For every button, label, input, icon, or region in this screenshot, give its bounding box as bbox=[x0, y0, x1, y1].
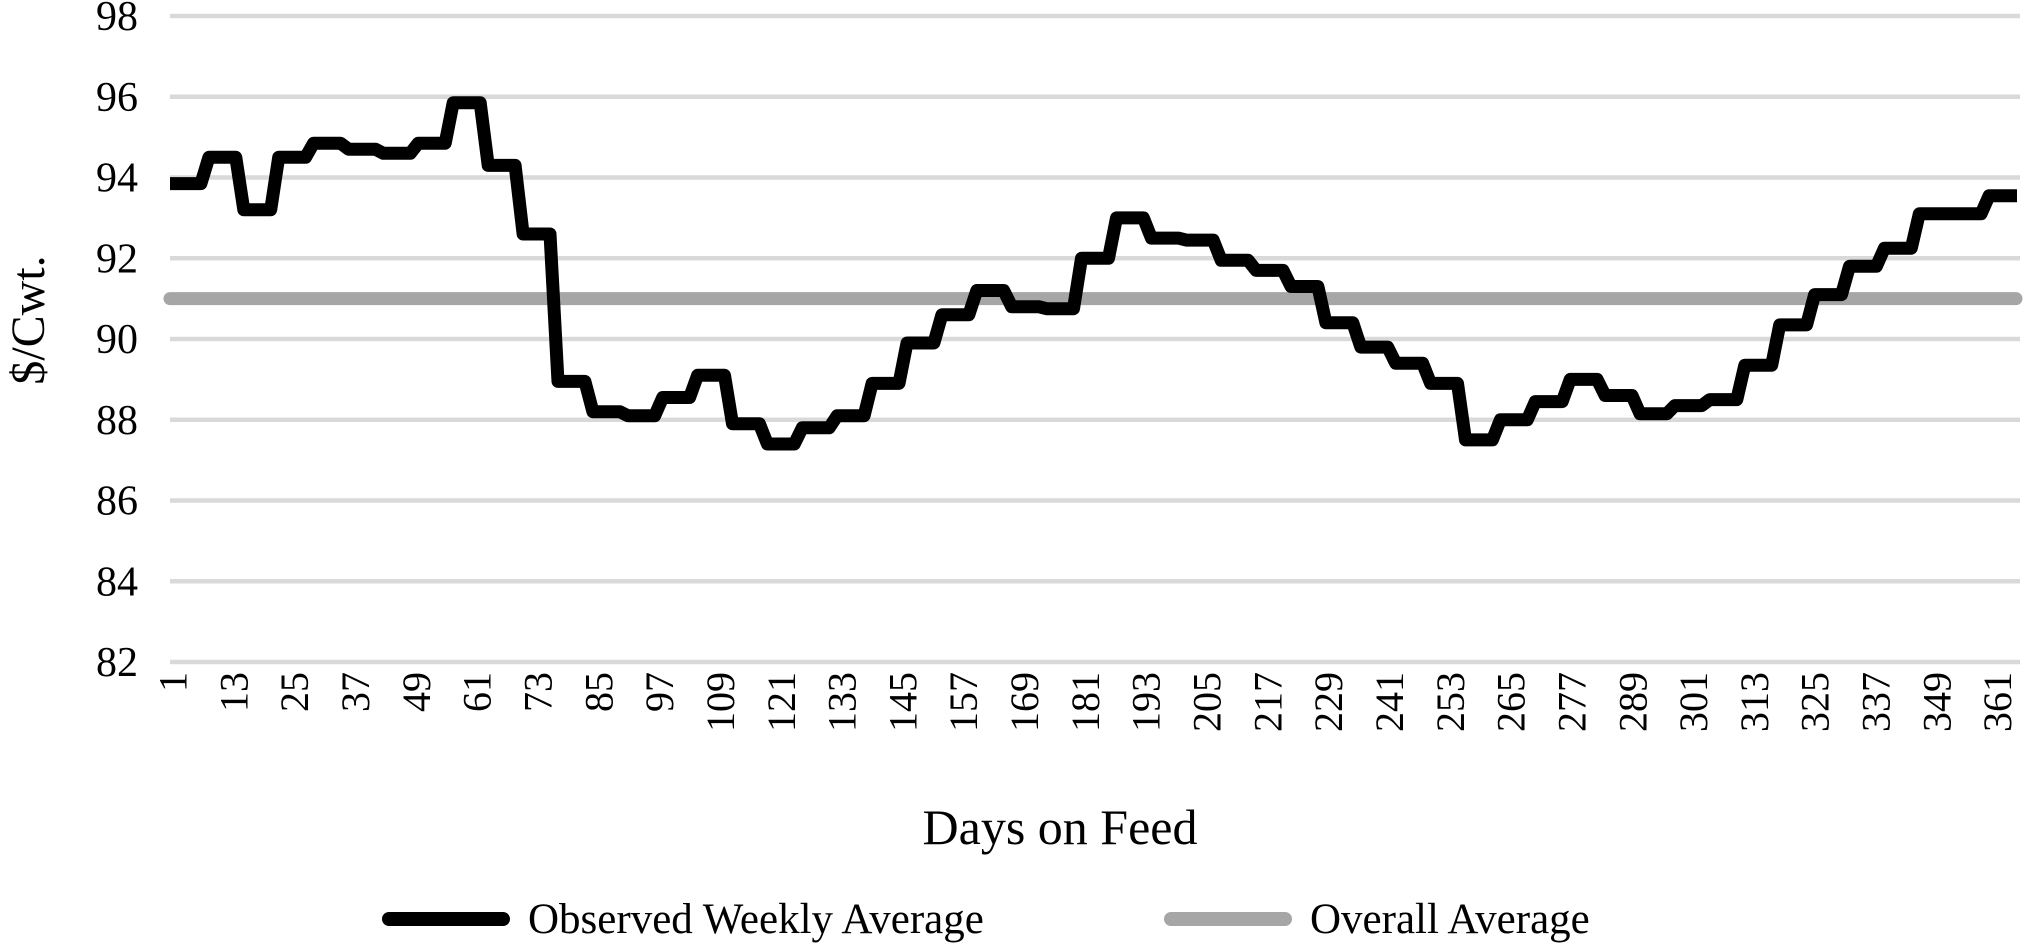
x-tick-label: 25 bbox=[272, 672, 317, 712]
x-tick-label: 361 bbox=[1975, 672, 2020, 732]
x-tick-label: 205 bbox=[1185, 672, 1230, 732]
x-tick-label: 145 bbox=[880, 672, 925, 732]
x-tick-label: 217 bbox=[1245, 672, 1290, 732]
x-tick-label: 337 bbox=[1854, 672, 1899, 732]
x-tick-label: 13 bbox=[211, 672, 256, 712]
x-tick-label: 229 bbox=[1306, 672, 1351, 732]
x-tick-label: 253 bbox=[1428, 672, 1473, 732]
x-tick-label: 157 bbox=[941, 672, 986, 732]
x-tick-label: 61 bbox=[455, 672, 500, 712]
x-tick-label: 97 bbox=[637, 672, 682, 712]
x-tick-label: 289 bbox=[1610, 672, 1655, 732]
y-tick-label: 98 bbox=[96, 0, 138, 40]
y-tick-label: 84 bbox=[96, 559, 138, 605]
legend-swatch-observed-weekly-average bbox=[382, 912, 510, 926]
x-tick-label: 325 bbox=[1793, 672, 1838, 732]
observed-weekly-average-line bbox=[170, 96, 2017, 451]
y-axis-title: $/Cwt. bbox=[2, 255, 55, 384]
x-tick-label: 193 bbox=[1124, 672, 1169, 732]
x-tick-label: 241 bbox=[1367, 672, 1412, 732]
x-tick-label: 313 bbox=[1732, 672, 1777, 732]
legend: Observed Weekly Average Overall Average bbox=[382, 896, 1590, 943]
x-tick-label: 265 bbox=[1489, 672, 1534, 732]
legend-swatch-overall-average bbox=[1164, 912, 1292, 926]
legend-label-overall-average: Overall Average bbox=[1310, 896, 1590, 943]
legend-label-observed-weekly-average: Observed Weekly Average bbox=[528, 896, 984, 943]
x-tick-label: 1 bbox=[151, 672, 196, 692]
x-tick-label: 277 bbox=[1549, 672, 1594, 732]
x-tick-label: 349 bbox=[1914, 672, 1959, 732]
y-tick-label: 86 bbox=[96, 479, 138, 525]
x-axis-tick-labels: 1 13 25 37 49 61 73 85 97 109 121 133 145 157 169 181 19… bbox=[151, 672, 2021, 732]
x-tick-label: 85 bbox=[576, 672, 621, 712]
y-axis-tick-labels: 82 84 86 88 90 92 94 96 98 bbox=[96, 0, 138, 686]
y-tick-label: 82 bbox=[96, 640, 138, 686]
y-tick-label: 88 bbox=[96, 398, 138, 444]
x-tick-label: 109 bbox=[698, 672, 743, 732]
x-axis-title: Days on Feed bbox=[923, 799, 1198, 855]
x-tick-label: 181 bbox=[1063, 672, 1108, 732]
x-tick-label: 73 bbox=[516, 672, 561, 712]
x-tick-label: 49 bbox=[394, 672, 439, 712]
x-tick-label: 121 bbox=[759, 672, 804, 732]
x-tick-label: 37 bbox=[333, 672, 378, 712]
x-tick-label: 301 bbox=[1671, 672, 1716, 732]
y-tick-label: 90 bbox=[96, 317, 138, 363]
y-tick-label: 92 bbox=[96, 236, 138, 282]
x-tick-label: 169 bbox=[1002, 672, 1047, 732]
y-tick-label: 96 bbox=[96, 75, 138, 121]
y-tick-label: 94 bbox=[96, 156, 138, 202]
x-tick-label: 133 bbox=[820, 672, 865, 732]
